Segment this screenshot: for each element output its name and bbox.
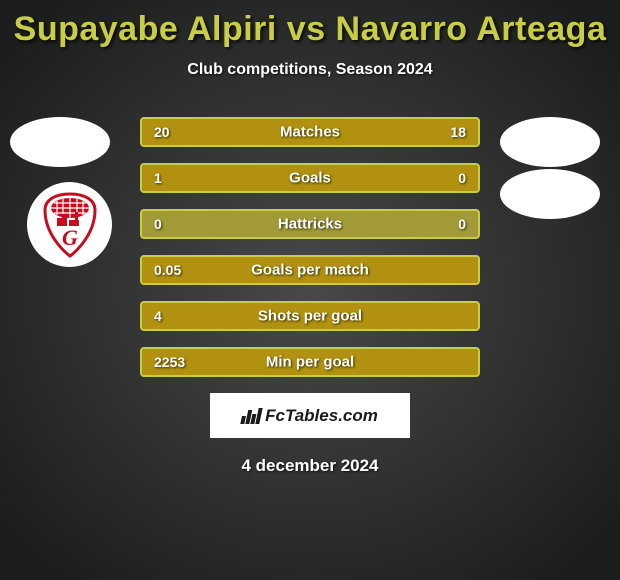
branding-badge: FcTables.com — [210, 393, 410, 438]
branding-text: FcTables.com — [265, 406, 378, 426]
stat-label: Min per goal — [266, 354, 354, 371]
stat-row: 0.05 Goals per match — [140, 255, 480, 285]
page-title: Supayabe Alpiri vs Navarro Arteaga — [0, 0, 620, 49]
stat-row: 1 Goals 0 — [140, 163, 480, 193]
stat-value-player1: 2253 — [154, 354, 185, 370]
stat-value-player2: 0 — [458, 170, 466, 186]
comparison-content: G 20 Matches 18 1 Goals 0 0 Hattricks 0 0.05 Goals… — [0, 117, 620, 476]
stat-value-player1: 0.05 — [154, 262, 181, 278]
player2-portrait-placeholder — [500, 117, 600, 167]
stat-value-player1: 4 — [154, 308, 162, 324]
stat-value-player2: 18 — [450, 124, 466, 140]
stat-value-player2: 0 — [458, 216, 466, 232]
stat-label: Goals per match — [251, 262, 369, 279]
stat-label: Shots per goal — [258, 308, 362, 325]
page-subtitle: Club competitions, Season 2024 — [0, 61, 620, 79]
stat-row: 20 Matches 18 — [140, 117, 480, 147]
stat-value-player1: 20 — [154, 124, 170, 140]
stat-bar-player1 — [142, 165, 401, 191]
stat-row: 0 Hattricks 0 — [140, 209, 480, 239]
player2-club-placeholder — [500, 169, 600, 219]
stat-row: 4 Shots per goal — [140, 301, 480, 331]
stat-value-player1: 1 — [154, 170, 162, 186]
stat-value-player1: 0 — [154, 216, 162, 232]
generated-date: 4 december 2024 — [0, 456, 620, 476]
player1-portrait-placeholder — [10, 117, 110, 167]
club-badge-icon: G — [35, 190, 105, 260]
stat-label: Hattricks — [278, 216, 342, 233]
player1-club-logo: G — [27, 182, 112, 267]
svg-text:G: G — [62, 225, 78, 250]
stat-label: Goals — [289, 170, 331, 187]
stat-bars: 20 Matches 18 1 Goals 0 0 Hattricks 0 0.05 Goals p… — [140, 117, 480, 377]
stat-bar-player2 — [401, 165, 478, 191]
bars-icon — [240, 408, 262, 424]
stat-row: 2253 Min per goal — [140, 347, 480, 377]
stat-label: Matches — [280, 124, 340, 141]
